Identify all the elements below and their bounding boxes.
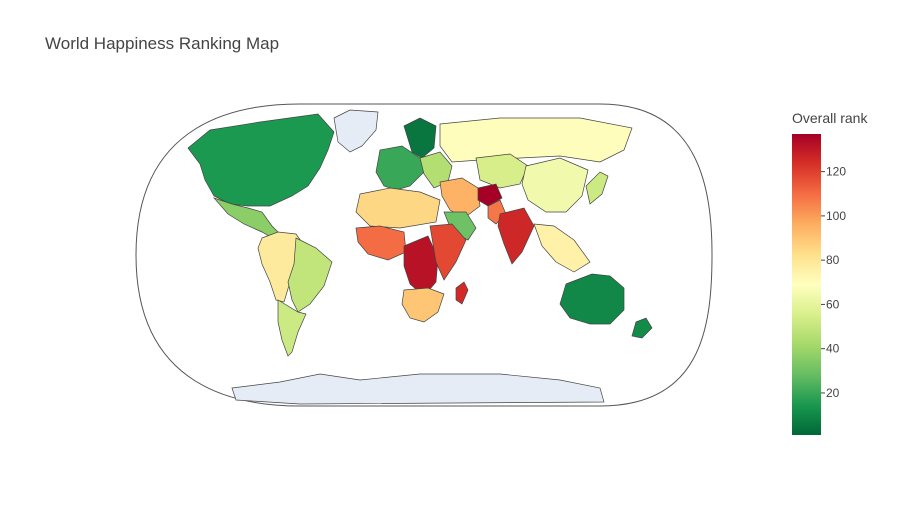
colorbar-tick-label: 120 [826,165,846,179]
colorbar-tick-label: 80 [826,253,840,267]
region-middle-east[interactable] [439,177,481,219]
region-japan-korea[interactable] [585,171,609,205]
region-russia[interactable] [439,117,633,163]
region-afghanistan[interactable] [477,183,503,207]
colorbar-tick-label: 20 [826,386,840,400]
region-southeast-asia[interactable] [533,223,591,273]
region-west-africa[interactable] [355,225,407,261]
region-southern-africa[interactable] [401,287,445,323]
region-southern-cone[interactable] [277,299,307,357]
region-brazil[interactable] [287,237,333,313]
region-madagascar[interactable] [455,281,469,305]
colorbar-tick-label: 60 [826,297,840,311]
colorbar: Overall rank 20 40 60 80 100 120 [792,110,868,435]
region-east-africa[interactable] [429,223,467,281]
colorbar-gradient [792,134,821,435]
region-india[interactable] [497,207,535,265]
region-china[interactable] [521,157,589,213]
colorbar-tick-label: 100 [826,209,846,223]
region-australia[interactable] [559,273,625,325]
colorbar-title: Overall rank [792,110,868,126]
chart-title: World Happiness Ranking Map [45,34,280,53]
region-nordic-europe[interactable] [403,117,437,159]
region-new-zealand[interactable] [631,317,653,339]
region-north-america[interactable] [187,113,335,207]
colorbar-tick-label: 40 [826,342,840,356]
region-greenland[interactable] [333,109,379,153]
region-western-europe[interactable] [375,145,425,191]
region-northern-south-america[interactable] [257,231,307,303]
region-central-asia[interactable] [475,153,529,189]
region-antarctica[interactable] [231,373,605,405]
region-north-africa[interactable] [355,187,441,229]
